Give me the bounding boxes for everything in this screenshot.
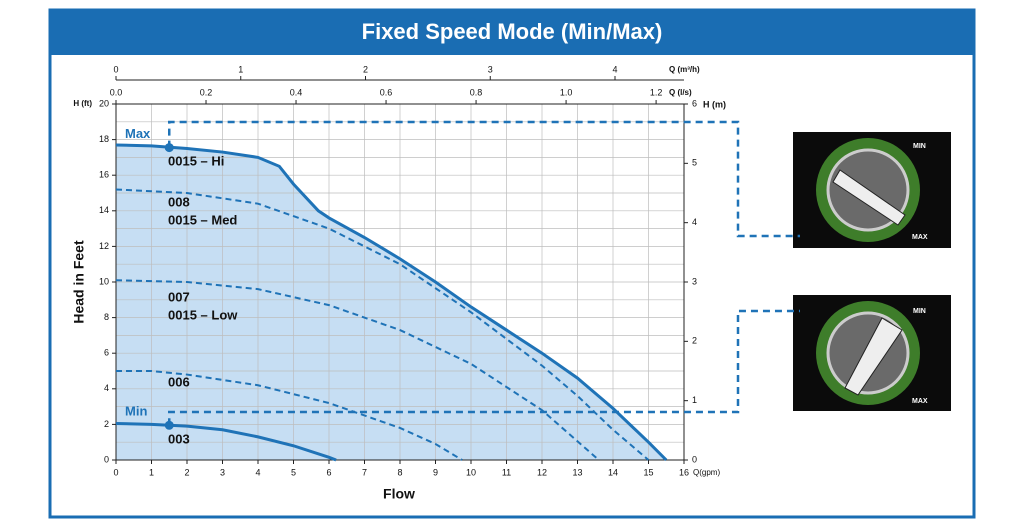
top-tick-label: 0.8 [470,87,483,97]
x-tick-label: 4 [255,467,260,477]
x-tick-label: 14 [608,467,618,477]
marker-label: Min [125,404,147,419]
y-tick-label: 6 [104,348,109,358]
curve-label: 008 [168,194,190,209]
top-tick-label: 0.2 [200,87,213,97]
y-tick-label: 10 [99,276,109,286]
curve-label: 003 [168,431,190,446]
x-tick-label: 9 [433,467,438,477]
x-tick-label: 7 [362,467,367,477]
top-tick-label: 4 [613,64,618,74]
top-tick-label: 0.4 [290,87,303,97]
dial-label: MAX [912,398,928,405]
x-tick-label: 10 [466,467,476,477]
top-axis-unit: Q (l/s) [669,88,692,97]
area [116,144,667,460]
curve-label: 0015 – Med [168,212,237,227]
x-tick-label: 3 [220,467,225,477]
y2-tick-label: 2 [692,336,697,346]
title-bar [50,10,974,55]
y-tick-label: 12 [99,241,109,251]
x-tick-label: 1 [149,467,154,477]
x-tick-label: 2 [184,467,189,477]
curve-label: 007 [168,289,190,304]
dial: MIN MAX [793,132,951,248]
x-tick-label: 5 [291,467,296,477]
series-line [115,188,650,461]
top-tick-label: 0.6 [380,87,393,97]
connector [168,120,800,238]
y2-tick-label: 3 [692,276,697,286]
series-line [115,422,337,462]
x-tick-label: 6 [326,467,331,477]
x-tick-label: 8 [397,467,402,477]
y2-tick-label: 6 [692,98,697,108]
dial-label: MIN [913,143,926,150]
y-tick-label: 8 [104,312,109,322]
x-tick-label: 16 [679,467,689,477]
dial: MIN MAX [793,295,951,411]
curve-label: 0015 – Hi [168,153,224,168]
top-tick-label: 1.0 [560,87,573,97]
x-unit: Q(gpm) [693,468,720,477]
x-tick-label: 11 [502,467,511,477]
marker [164,143,174,153]
y-tick-label: 4 [104,383,109,393]
y2-tick-label: 4 [692,217,697,227]
top-tick-label: 0.0 [110,87,123,97]
y-tick-label: 0 [104,454,109,464]
series-line [116,370,463,461]
top-axis-unit: Q (m³/h) [669,65,700,74]
dial-label: MAX [912,234,928,241]
y-tick-label: 2 [104,419,109,429]
chart-title: Fixed Speed Mode (Min/Max) [362,19,663,44]
series-line [115,279,600,461]
y-axis-title: Head in Feet [71,240,87,324]
y-tick-label: 14 [99,205,109,215]
marker [164,420,174,430]
top-tick-label: 1.2 [650,87,663,97]
y2-tick-label: 0 [692,454,697,464]
y2-unit: H (m) [703,99,726,109]
connector [168,309,800,426]
y-tick-label: 18 [99,134,109,144]
top-tick-label: 1 [238,64,243,74]
marker-label: Max [125,126,151,141]
series-line [115,143,668,462]
top-tick-label: 3 [488,64,493,74]
x-tick-label: 0 [113,467,118,477]
curve-label: 0015 – Low [168,307,238,322]
dial-label: MIN [913,308,926,315]
y-unit: H (ft) [73,99,92,108]
y2-tick-label: 5 [692,158,697,168]
y-tick-label: 16 [99,170,109,180]
x-tick-label: 12 [537,467,547,477]
x-tick-label: 13 [572,467,582,477]
curve-label: 006 [168,374,190,389]
x-tick-label: 15 [643,467,653,477]
y-tick-label: 20 [99,98,109,108]
top-tick-label: 2 [363,64,368,74]
top-tick-label: 0 [113,64,118,74]
x-axis-title: Flow [383,486,415,502]
y2-tick-label: 1 [692,395,697,405]
